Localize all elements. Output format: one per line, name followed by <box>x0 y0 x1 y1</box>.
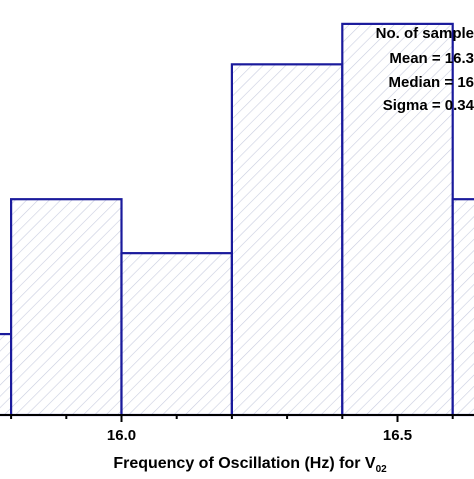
annotation-mean: Mean = 16.3 <box>389 50 474 67</box>
annotation-sigma: Sigma = 0.34 <box>383 97 474 114</box>
histogram-bar <box>0 332 13 417</box>
annotation-samples: No. of sample <box>376 25 474 42</box>
histogram-bar <box>120 252 234 417</box>
x-axis-title: Frequency of Oscillation (Hz) for V02 <box>113 455 387 474</box>
x-tick-label: 16.0 <box>107 427 136 444</box>
x-tick-label: 16.5 <box>383 427 412 444</box>
annotation-median: Median = 16 <box>389 74 474 91</box>
x-axis-title-main: Frequency of Oscillation (Hz) for V <box>113 455 376 472</box>
histogram-bar <box>10 198 123 417</box>
bars-layer <box>0 22 474 417</box>
labels-layer: Frequency of Oscillation (Hz) for V02 No… <box>113 25 474 475</box>
histogram-bar <box>451 198 474 417</box>
histogram-bar <box>341 22 454 417</box>
histogram-bar <box>230 63 344 417</box>
x-axis-title-subscript: 02 <box>376 464 388 474</box>
x-axis: 16.016.517.0 <box>0 414 474 444</box>
